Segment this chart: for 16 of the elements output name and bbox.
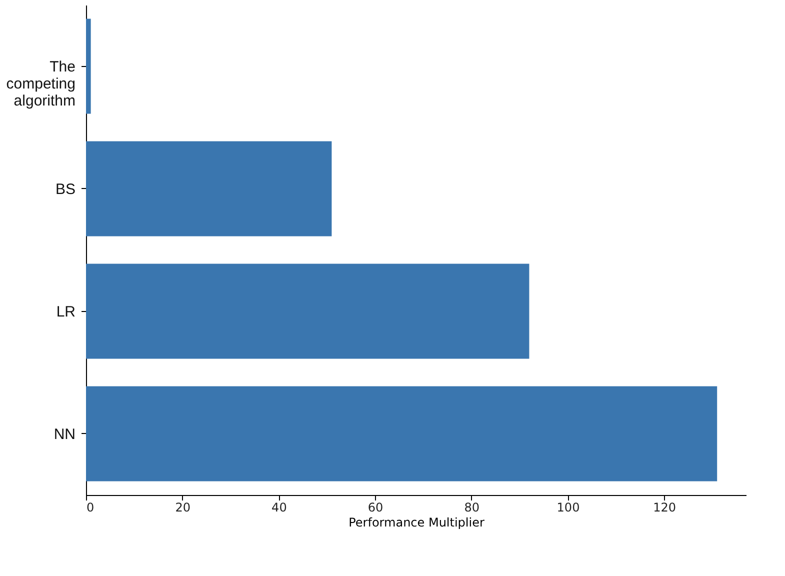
bar	[86, 386, 718, 482]
y-tick-label: BS	[55, 180, 76, 198]
x-tick-label: 100	[556, 500, 580, 514]
y-tick-label: The competing algorithm	[6, 58, 76, 110]
x-tick-label: 80	[464, 500, 480, 514]
bar	[86, 141, 332, 236]
bar	[86, 18, 91, 114]
x-tick-label: 60	[368, 500, 384, 514]
x-tick-label: 120	[653, 500, 676, 514]
bar	[86, 264, 530, 359]
y-tick-label: NN	[54, 426, 76, 443]
y-tick-label: LR	[56, 303, 76, 320]
x-tick-label: 0	[86, 500, 94, 514]
x-tick-label: 20	[175, 500, 190, 514]
x-tick-label: 40	[272, 500, 287, 514]
x-axis-title: Performance Multiplier	[348, 516, 484, 530]
